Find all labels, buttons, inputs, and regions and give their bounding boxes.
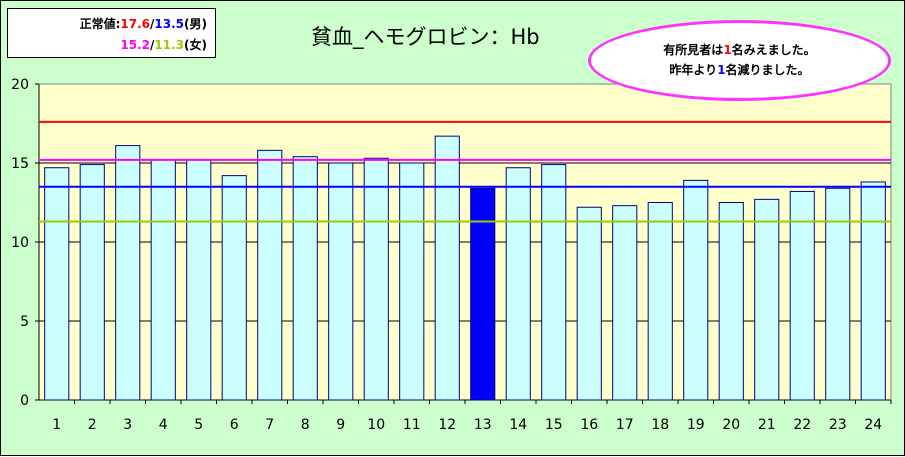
x-tick-label: 18 xyxy=(651,417,669,433)
bar xyxy=(186,159,212,401)
callout-line-1: 有所見者は1名みえました。 xyxy=(591,40,888,60)
x-tick-label: 24 xyxy=(864,417,882,433)
x-tick-label: 3 xyxy=(123,417,132,433)
x-tick-label: 13 xyxy=(474,417,492,433)
bar xyxy=(718,202,744,401)
bar xyxy=(789,190,815,401)
bar xyxy=(363,157,389,401)
x-tick-label: 9 xyxy=(336,417,345,433)
bar xyxy=(434,135,460,401)
bar xyxy=(44,167,70,401)
legend-male-upper: 17.6 xyxy=(120,17,151,31)
x-tick-label: 11 xyxy=(403,417,421,433)
bar xyxy=(754,198,780,401)
bar xyxy=(825,187,851,401)
callout-text: 名みえました。 xyxy=(731,43,816,57)
bar xyxy=(576,206,602,401)
bar xyxy=(221,175,247,401)
bar xyxy=(612,205,638,401)
x-tick-label: 1 xyxy=(52,417,61,433)
legend-female-lower: 11.3 xyxy=(154,38,185,52)
bar xyxy=(683,179,709,401)
x-tick-label: 15 xyxy=(545,417,563,433)
x-tick-label: 12 xyxy=(438,417,456,433)
y-tick-label: 0 xyxy=(20,393,29,409)
bar xyxy=(257,149,283,401)
x-tick-label: 7 xyxy=(265,417,274,433)
x-tick-label: 8 xyxy=(301,417,310,433)
legend-male-suffix: (男) xyxy=(184,17,207,31)
legend-slash: / xyxy=(150,38,155,52)
legend-prefix: 正常値: xyxy=(79,17,121,31)
y-tick-label: 15 xyxy=(11,156,29,172)
x-tick-label: 2 xyxy=(88,417,97,433)
legend-slash: / xyxy=(150,17,155,31)
x-tick-label: 23 xyxy=(829,417,847,433)
normal-values-legend: 正常値:17.6/13.5(男) 15.2/11.3(女) xyxy=(7,8,216,58)
y-tick-label: 20 xyxy=(11,77,29,93)
bar xyxy=(860,181,886,401)
x-tick-label: 22 xyxy=(793,417,811,433)
legend-female-row: 15.2/11.3(女) xyxy=(8,35,207,56)
callout-count: 1 xyxy=(717,63,726,77)
chart-title: 貧血_ヘモグロビン：Hb xyxy=(311,25,540,49)
x-tick-label: 20 xyxy=(722,417,740,433)
bar xyxy=(150,159,176,401)
bar xyxy=(399,162,425,401)
x-tick-label: 19 xyxy=(687,417,705,433)
x-tick-label: 4 xyxy=(159,417,168,433)
x-tick-label: 14 xyxy=(509,417,527,433)
x-tick-label: 6 xyxy=(230,417,239,433)
legend-male-row: 正常値:17.6/13.5(男) xyxy=(8,14,207,35)
x-tick-label: 5 xyxy=(194,417,203,433)
bar xyxy=(541,164,567,401)
bar-highlight xyxy=(470,187,496,401)
legend-female-suffix: (女) xyxy=(184,38,207,52)
bar xyxy=(292,156,318,401)
bar xyxy=(79,164,105,401)
callout-text: 昨年より xyxy=(669,63,718,77)
bar xyxy=(115,145,141,401)
findings-callout: 有所見者は1名みえました。 昨年より1名減りました。 xyxy=(588,20,891,101)
x-tick-label: 10 xyxy=(367,417,385,433)
callout-count: 1 xyxy=(723,43,732,57)
callout-text: 有所見者は xyxy=(663,43,724,57)
x-tick-label: 16 xyxy=(580,417,598,433)
bar xyxy=(647,202,673,401)
callout-text: 名減りました。 xyxy=(725,63,810,77)
x-tick-label: 21 xyxy=(758,417,776,433)
x-tick-label: 17 xyxy=(616,417,634,433)
bar xyxy=(505,167,531,401)
callout-line-2: 昨年より1名減りました。 xyxy=(591,60,888,80)
y-tick-label: 5 xyxy=(20,314,29,330)
bar xyxy=(328,162,354,401)
y-tick-label: 10 xyxy=(11,235,29,251)
legend-female-upper: 15.2 xyxy=(120,38,151,52)
legend-male-lower: 13.5 xyxy=(154,17,185,31)
